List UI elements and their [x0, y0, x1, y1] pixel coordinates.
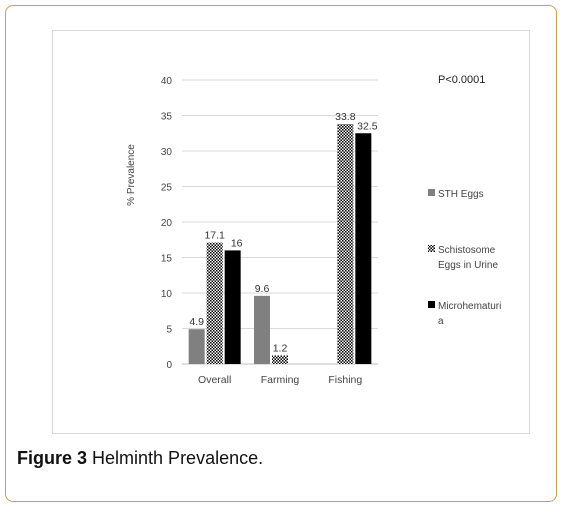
- y-axis-title: % Prevalence: [126, 144, 137, 206]
- bar-schistosome-eggs-in-urine-overall: [206, 242, 223, 364]
- y-tick-label: 20: [161, 218, 173, 229]
- y-tick-label: 35: [161, 112, 173, 123]
- bar-microhematuria-fishing: [355, 133, 372, 364]
- data-label: 32.5: [357, 120, 378, 132]
- figure-caption-text: Helminth Prevalence.: [92, 448, 264, 468]
- legend-label: STH Eggs: [438, 189, 484, 200]
- legend-swatch: [428, 189, 435, 196]
- x-tick-label: Fishing: [328, 374, 362, 386]
- legend-swatch: [428, 301, 435, 308]
- data-label: 9.6: [255, 283, 270, 295]
- x-tick-label: Overall: [198, 374, 231, 386]
- data-label: 1.2: [273, 342, 288, 354]
- y-tick-label: 15: [161, 254, 173, 265]
- y-tick-label: 40: [161, 76, 173, 87]
- y-tick-label: 5: [166, 325, 172, 336]
- data-label: 33.8: [335, 111, 356, 123]
- legend-label: Microhematuri: [438, 301, 501, 312]
- data-label: 4.9: [189, 316, 204, 328]
- legend-swatch: [428, 245, 435, 252]
- bar-schistosome-eggs-in-urine-fishing: [337, 124, 354, 365]
- y-tick-label: 25: [161, 183, 173, 194]
- y-tick-label: 30: [161, 147, 173, 158]
- p-value-annotation: P<0.0001: [438, 74, 485, 86]
- y-tick-label: 10: [161, 289, 173, 300]
- figure-label: Figure 3: [17, 448, 88, 468]
- data-label: 17.1: [204, 230, 225, 242]
- bar-microhematuria-overall: [224, 250, 241, 364]
- data-label: 16: [231, 237, 243, 249]
- chart-area: [52, 30, 530, 434]
- bar-sth-eggs-farming: [254, 295, 270, 364]
- bar-schistosome-eggs-in-urine-farming: [272, 355, 288, 364]
- y-tick-label: 0: [166, 360, 172, 371]
- legend-label: Schistosome: [438, 245, 496, 256]
- bar-sth-eggs-overall: [188, 329, 205, 364]
- legend-label: a: [438, 316, 444, 327]
- legend-label: Eggs in Urine: [438, 260, 498, 271]
- figure-caption: Figure 3 Helminth Prevalence.: [17, 448, 263, 469]
- x-tick-label: Farming: [261, 374, 300, 386]
